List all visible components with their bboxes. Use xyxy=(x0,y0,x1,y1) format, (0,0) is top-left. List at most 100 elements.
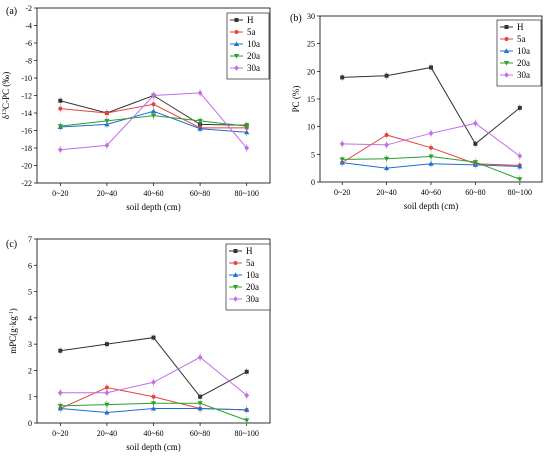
legend-entry-label: 20a xyxy=(246,282,259,292)
x-tick-label: 80~100 xyxy=(235,189,259,198)
y-tick-label: 30 xyxy=(307,12,315,21)
legend-swatch-marker xyxy=(504,37,509,41)
legend-entry-label: 5a xyxy=(517,34,526,44)
y-tick-label: 6 xyxy=(28,261,32,270)
x-tick-label: 40~60 xyxy=(421,188,441,197)
legend-swatch-marker xyxy=(232,272,239,277)
data-point xyxy=(151,92,156,99)
legend-entry-label: 5a xyxy=(246,258,255,268)
y-axis-label: δ13C-PC (‰) xyxy=(1,72,11,120)
y-tick-label: 2 xyxy=(28,366,32,375)
data-point xyxy=(58,348,63,353)
legend-entry-label: H xyxy=(246,246,253,256)
data-point xyxy=(104,389,110,396)
series-30a xyxy=(339,119,523,160)
series-20a xyxy=(339,152,523,184)
series-H xyxy=(58,333,249,401)
legend: H 5a 10a 20a 30a xyxy=(225,243,271,311)
data-point xyxy=(472,160,478,165)
legend-entry-label: 10a xyxy=(517,46,530,56)
x-tick-label: 20~40 xyxy=(97,189,117,198)
legend-swatch-marker xyxy=(233,249,238,253)
data-point xyxy=(244,392,250,399)
data-point xyxy=(151,102,156,107)
data-point xyxy=(244,129,250,135)
data-point xyxy=(150,113,157,119)
x-axis-label: soil depth (cm) xyxy=(126,202,181,212)
data-point xyxy=(384,132,389,137)
legend-entry-label: H xyxy=(517,22,524,32)
data-point xyxy=(104,342,109,347)
data-point xyxy=(517,153,523,159)
data-point xyxy=(244,145,250,151)
data-point xyxy=(198,394,203,399)
y-tick-label: -6 xyxy=(25,39,32,48)
y-tick-label: -16 xyxy=(21,127,32,136)
legend-swatch-marker xyxy=(233,41,240,46)
x-tick-label: 40~60 xyxy=(143,429,163,438)
legend: H 5a 10a 20a 30a xyxy=(496,19,542,87)
legend-entry-label: H xyxy=(247,15,254,25)
data-point xyxy=(429,65,433,70)
legend-entry-label: 10a xyxy=(247,39,260,49)
series-line xyxy=(60,356,248,396)
legend-entry-label: 20a xyxy=(517,58,530,68)
data-point xyxy=(473,141,478,146)
data-point xyxy=(429,145,433,150)
legend-entry-label: 10a xyxy=(246,270,259,280)
series-20a xyxy=(57,399,250,425)
legend-swatch-marker xyxy=(233,54,240,59)
data-point xyxy=(197,401,203,406)
x-tick-label: 80~100 xyxy=(235,429,259,438)
data-point xyxy=(473,120,478,127)
data-point xyxy=(58,98,63,103)
x-axis-label: soil depth (cm) xyxy=(126,442,181,452)
data-point xyxy=(244,369,249,374)
x-axis-label: soil depth (cm) xyxy=(404,201,459,211)
chart-panel-2: 0 1 2 3 4 5 6 7 0~20 20~40 40~60 60~80 80~100 soil de… xyxy=(6,235,271,452)
data-point xyxy=(197,354,203,361)
y-tick-label: -22 xyxy=(21,179,32,188)
data-point xyxy=(104,385,109,390)
legend-swatch-marker xyxy=(233,261,238,265)
legend-swatch-marker xyxy=(234,30,239,34)
y-tick-label: 15 xyxy=(307,95,315,104)
data-point xyxy=(384,73,389,78)
panel-label: (a) xyxy=(6,6,17,17)
y-tick-label: 0 xyxy=(28,419,32,428)
data-point xyxy=(340,75,345,80)
data-point xyxy=(150,108,157,114)
legend-entry-label: 5a xyxy=(247,27,256,37)
y-axis-label: PC (%) xyxy=(291,86,301,113)
data-point xyxy=(428,130,434,137)
data-point xyxy=(244,418,250,423)
data-point xyxy=(150,405,157,411)
data-point xyxy=(151,379,156,386)
data-point xyxy=(151,335,156,340)
legend-swatch-marker xyxy=(234,65,239,71)
legend-swatch-marker xyxy=(504,25,509,29)
legend-swatch-marker xyxy=(503,48,510,53)
series-20a xyxy=(57,111,250,131)
data-point xyxy=(57,124,63,129)
data-point xyxy=(197,90,203,96)
data-point xyxy=(104,402,110,408)
legend-swatch-marker xyxy=(503,61,510,66)
y-tick-label: 1 xyxy=(28,393,32,402)
data-point xyxy=(384,142,389,148)
legend-entry-label: 30a xyxy=(517,70,530,80)
data-point xyxy=(517,163,523,169)
data-point xyxy=(57,389,63,396)
legend: H 5a 10a 20a 30a xyxy=(226,12,270,80)
series-30a xyxy=(57,88,250,154)
data-point xyxy=(517,177,523,182)
x-tick-label: 20~40 xyxy=(97,429,117,438)
x-tick-label: 60~80 xyxy=(190,189,210,198)
data-point xyxy=(104,118,110,124)
chart-panel-0: -22 -20 -18 -16 -14 -12 -10 -8 -6 -4 -2 0~20 20~40 40… xyxy=(1,4,271,212)
data-point xyxy=(57,146,63,153)
data-point xyxy=(151,394,156,399)
data-point xyxy=(428,161,434,166)
data-point xyxy=(339,157,345,162)
y-tick-label: -18 xyxy=(21,144,32,153)
